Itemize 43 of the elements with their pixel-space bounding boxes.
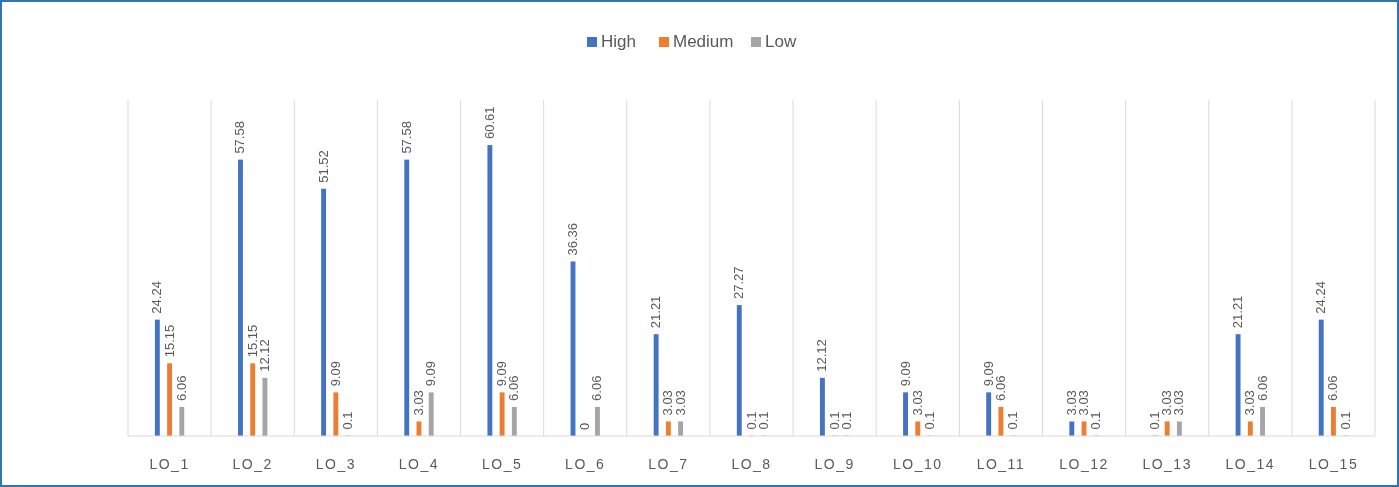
data-label: 0.1 — [1005, 411, 1021, 430]
x-tick-label: LO_9 — [814, 456, 855, 472]
data-label: 57.58 — [232, 121, 248, 154]
legend-label: Medium — [673, 32, 734, 51]
x-tick-label: LO_13 — [1142, 456, 1192, 472]
data-label: 6.06 — [589, 375, 605, 401]
data-label: 21.21 — [648, 295, 664, 329]
legend-label: Low — [765, 32, 797, 51]
data-label: 60.61 — [481, 106, 497, 140]
data-label: 27.27 — [731, 266, 747, 300]
x-tick-label: LO_3 — [315, 456, 356, 472]
data-label: 12.12 — [814, 339, 830, 372]
data-label: 9.09 — [423, 361, 439, 387]
x-tick-label: LO_4 — [398, 456, 440, 472]
x-tick-label: LO_12 — [1059, 456, 1109, 472]
data-label: 21.21 — [1230, 295, 1246, 329]
data-label: 51.52 — [315, 150, 331, 183]
data-label: 9.09 — [897, 361, 913, 387]
data-label: 0.1 — [340, 411, 356, 430]
x-tick-label: LO_8 — [731, 456, 772, 472]
data-label: 57.58 — [398, 121, 414, 154]
data-label: 6.06 — [173, 375, 189, 401]
data-label: 36.36 — [565, 222, 581, 256]
x-tick-label: LO_2 — [232, 456, 273, 472]
data-label: 15.15 — [161, 324, 177, 358]
data-label: 6.06 — [1325, 375, 1341, 401]
x-tick-label: LO_7 — [648, 456, 689, 472]
x-tick-label: LO_11 — [976, 456, 1026, 472]
data-label: 0.1 — [1337, 411, 1353, 430]
x-tick-label: LO_6 — [565, 456, 606, 472]
x-tick-label: LO_14 — [1225, 456, 1276, 472]
data-label: 3.03 — [410, 390, 426, 416]
x-tick-label: LO_15 — [1308, 456, 1359, 472]
x-tick-label: LO_1 — [149, 456, 190, 472]
data-label: 9.09 — [327, 361, 343, 387]
legend-label: High — [601, 32, 636, 51]
data-label: 24.24 — [1313, 281, 1329, 314]
data-label: 0.1 — [1146, 411, 1162, 430]
x-tick-label: LO_10 — [892, 456, 943, 472]
data-label: 3.03 — [1063, 390, 1079, 416]
data-label: 0 — [577, 422, 593, 430]
x-tick-label: LO_5 — [481, 456, 523, 472]
data-label: 24.24 — [149, 281, 165, 314]
